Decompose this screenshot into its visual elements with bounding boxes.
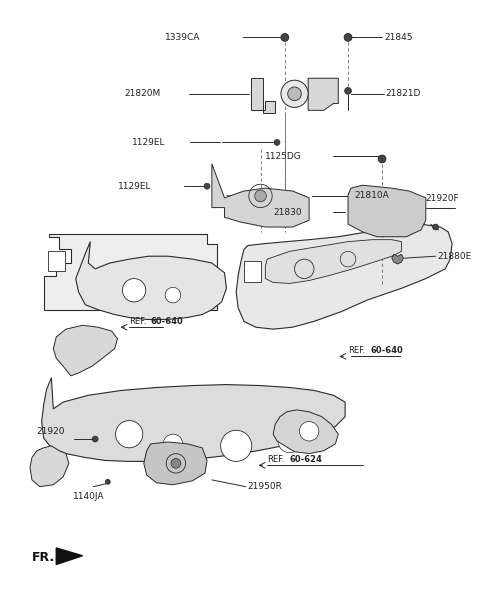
Circle shape — [163, 434, 183, 454]
Circle shape — [345, 87, 351, 94]
Text: 21830: 21830 — [273, 208, 302, 217]
Polygon shape — [42, 378, 345, 462]
Text: 60-640: 60-640 — [371, 346, 403, 355]
Text: 1129EL: 1129EL — [132, 138, 166, 147]
Circle shape — [344, 33, 352, 41]
Circle shape — [165, 287, 181, 303]
Text: 21810A: 21810A — [355, 191, 390, 200]
Text: FR.: FR. — [32, 551, 55, 564]
Polygon shape — [44, 234, 217, 310]
Polygon shape — [273, 410, 338, 454]
Text: 21880E: 21880E — [437, 252, 472, 261]
Text: 21845: 21845 — [384, 33, 412, 42]
Polygon shape — [236, 224, 452, 329]
Circle shape — [116, 420, 143, 448]
Circle shape — [278, 429, 301, 453]
Text: 21920F: 21920F — [426, 194, 459, 203]
Text: 21950R: 21950R — [248, 482, 283, 491]
Text: REF.: REF. — [267, 455, 285, 464]
Polygon shape — [53, 325, 118, 376]
Circle shape — [274, 139, 280, 145]
Polygon shape — [348, 185, 426, 237]
Text: 1129EL: 1129EL — [118, 182, 151, 191]
Text: 1125DG: 1125DG — [265, 151, 302, 160]
Text: 21821D: 21821D — [385, 89, 420, 98]
Polygon shape — [144, 442, 207, 485]
Text: REF.: REF. — [129, 317, 146, 326]
Circle shape — [106, 480, 110, 484]
Circle shape — [255, 190, 266, 202]
Circle shape — [221, 431, 252, 462]
Polygon shape — [265, 240, 401, 283]
Circle shape — [378, 155, 386, 163]
Polygon shape — [30, 446, 69, 487]
Bar — [244, 261, 262, 282]
Circle shape — [281, 80, 308, 108]
Circle shape — [122, 279, 146, 302]
Circle shape — [432, 224, 438, 230]
Circle shape — [204, 183, 210, 189]
Polygon shape — [212, 164, 309, 227]
Text: 1140JA: 1140JA — [73, 492, 104, 501]
Circle shape — [281, 33, 288, 41]
Bar — [48, 251, 65, 271]
Text: 21820M: 21820M — [124, 89, 161, 98]
Polygon shape — [56, 548, 83, 565]
Text: 60-640: 60-640 — [151, 317, 183, 326]
Circle shape — [300, 422, 319, 441]
Circle shape — [171, 459, 181, 468]
Circle shape — [288, 87, 301, 100]
Text: 21920: 21920 — [37, 427, 65, 436]
Text: REF.: REF. — [348, 346, 365, 355]
Text: 1339CA: 1339CA — [165, 33, 201, 42]
Polygon shape — [392, 254, 404, 264]
Text: 60-624: 60-624 — [289, 455, 323, 464]
Circle shape — [92, 436, 98, 442]
Polygon shape — [76, 242, 227, 319]
Polygon shape — [308, 78, 338, 111]
Polygon shape — [251, 78, 275, 113]
